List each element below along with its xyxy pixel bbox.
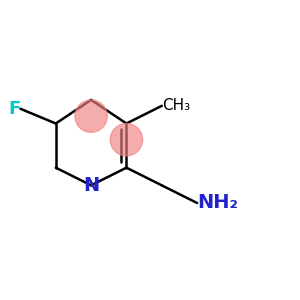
Circle shape: [110, 124, 142, 156]
Circle shape: [75, 100, 107, 132]
Text: NH₂: NH₂: [197, 194, 238, 212]
Text: N: N: [83, 176, 99, 195]
Text: F: F: [8, 100, 20, 118]
Text: CH₃: CH₃: [162, 98, 190, 113]
